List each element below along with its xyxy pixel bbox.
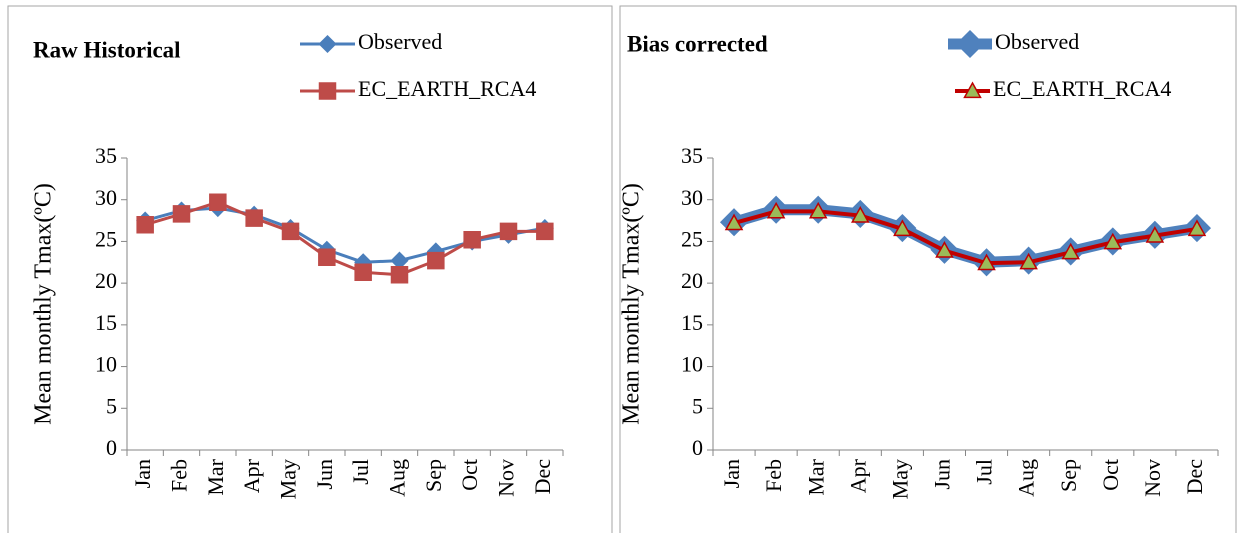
y-tick-label: 20 <box>95 268 117 293</box>
x-tick-label: Jun <box>312 459 337 490</box>
marker <box>318 82 337 100</box>
marker <box>499 222 518 241</box>
legend-label: Observed <box>358 29 442 54</box>
y-tick-label: 0 <box>106 435 117 460</box>
marker <box>1019 252 1038 270</box>
y-tick-label: 5 <box>106 393 117 418</box>
chart-title: Raw Historical <box>33 37 181 62</box>
x-tick-label: Sep <box>421 459 446 492</box>
marker <box>1103 232 1123 250</box>
marker <box>724 213 744 231</box>
marker <box>808 201 828 219</box>
marker <box>536 222 554 241</box>
y-tick-label: 0 <box>692 435 703 460</box>
x-tick-label: Apr <box>239 458 264 493</box>
x-tick-label: Mar <box>203 458 228 495</box>
marker <box>209 193 227 211</box>
x-tick-label: Nov <box>1140 459 1165 497</box>
y-tick-label: 15 <box>681 310 703 335</box>
marker <box>977 253 996 271</box>
y-tick-label: 25 <box>95 226 117 251</box>
marker <box>281 222 300 241</box>
x-tick-label: Jan <box>719 459 744 488</box>
x-tick-label: May <box>887 459 912 499</box>
y-tick-label: 5 <box>692 393 703 418</box>
x-tick-label: Jan <box>130 459 155 488</box>
y-axis-label: Mean monthly Tmax(ºC) <box>619 183 645 425</box>
y-tick-label: 30 <box>681 185 703 210</box>
marker <box>935 241 954 258</box>
x-tick-label: Jul <box>972 459 997 485</box>
y-tick-label: 30 <box>95 185 117 210</box>
marker <box>318 34 337 54</box>
panel-border <box>7 5 613 533</box>
x-tick-label: Sep <box>1056 459 1081 492</box>
panel-border <box>619 5 1237 533</box>
x-tick-label: Jul <box>348 459 373 485</box>
x-tick-label: Feb <box>761 459 786 492</box>
y-tick-label: 20 <box>681 268 703 293</box>
marker <box>1061 242 1080 260</box>
x-tick-label: May <box>276 459 301 499</box>
y-tick-label: 35 <box>681 143 703 168</box>
x-tick-label: Apr <box>845 458 870 493</box>
x-tick-label: Aug <box>1014 459 1039 497</box>
x-tick-label: Mar <box>803 458 828 495</box>
marker <box>354 263 372 282</box>
series-line <box>732 204 1198 268</box>
legend-label: EC_EARTH_RCA4 <box>993 76 1171 101</box>
marker <box>963 81 982 99</box>
x-tick-label: Dec <box>530 459 555 495</box>
marker <box>390 266 409 284</box>
marker <box>851 206 870 223</box>
series-line <box>144 206 546 264</box>
y-tick-label: 35 <box>95 143 117 168</box>
marker <box>955 29 985 59</box>
marker <box>1145 226 1165 243</box>
chart-title: Bias corrected <box>627 31 768 56</box>
y-axis-label: Mean monthly Tmax(ºC) <box>31 183 57 425</box>
y-tick-label: 25 <box>681 226 703 251</box>
x-tick-label: Oct <box>457 459 482 491</box>
marker <box>427 251 445 270</box>
x-tick-label: Dec <box>1182 459 1207 495</box>
x-tick-label: Feb <box>167 459 192 492</box>
marker <box>766 201 786 219</box>
y-tick-label: 15 <box>95 310 117 335</box>
x-tick-label: Nov <box>494 459 519 497</box>
marker <box>893 219 912 237</box>
marker <box>318 248 336 267</box>
x-tick-label: Oct <box>1098 459 1123 491</box>
marker <box>463 231 481 249</box>
legend-label: Observed <box>995 29 1079 54</box>
marker <box>1187 219 1207 237</box>
y-tick-label: 10 <box>681 352 703 377</box>
marker <box>245 209 263 227</box>
x-tick-label: Jun <box>930 459 955 490</box>
y-tick-label: 10 <box>95 352 117 377</box>
marker <box>136 215 154 234</box>
x-tick-label: Aug <box>385 459 410 497</box>
legend-label: EC_EARTH_RCA4 <box>358 76 536 101</box>
marker <box>172 205 191 223</box>
series-line <box>733 209 1198 266</box>
